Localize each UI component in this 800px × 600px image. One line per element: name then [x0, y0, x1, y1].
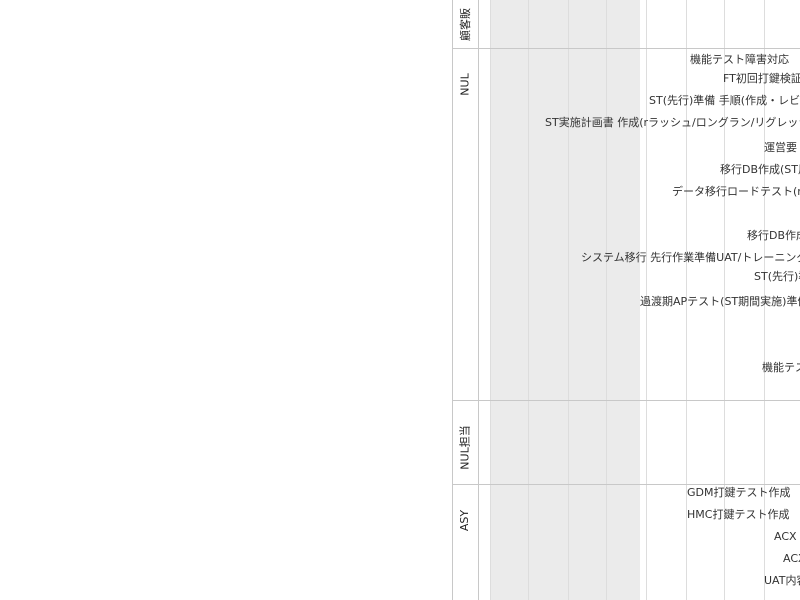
grid-line — [568, 0, 569, 600]
label-column-border-right — [478, 0, 479, 600]
group-label-customer-sales: 顧客販 — [452, 0, 478, 48]
task-label[interactable]: 運営要 — [764, 141, 797, 154]
task-label[interactable]: 機能テス — [762, 361, 800, 374]
task-label[interactable]: HMC打鍵テスト作成 — [687, 508, 790, 521]
task-label[interactable]: GDM打鍵テスト作成 — [687, 486, 791, 499]
group-label-text: ASY — [458, 509, 472, 531]
task-label[interactable]: データ移行ロードテスト(m — [672, 185, 800, 198]
task-label[interactable]: ACX L — [774, 530, 800, 543]
grid-line — [606, 0, 607, 600]
group-label-nul-owner: NUL担当 — [452, 400, 478, 494]
group-label-text: NUL — [458, 72, 472, 96]
grid-line — [724, 0, 725, 600]
task-label[interactable]: 過渡期APテスト(ST期間実施)準備 — [640, 295, 800, 308]
grid-line — [490, 0, 491, 600]
task-label[interactable]: ACX — [783, 552, 800, 565]
task-label[interactable]: FT初回打鍵検証 — [723, 72, 800, 85]
group-label-nul: NUL — [452, 48, 478, 120]
task-label[interactable]: 移行DB作成(ST用 — [720, 163, 800, 176]
grid-line — [528, 0, 529, 600]
group-separator — [452, 400, 800, 401]
shaded-period — [490, 0, 640, 600]
task-label[interactable]: UAT内容 — [764, 574, 800, 587]
task-label[interactable]: ST実施計画書 作成(rラッシュ/ロングラン/リグレッシ — [545, 116, 800, 129]
group-label-asy: ASY — [452, 484, 478, 556]
task-label[interactable]: ST(先行)準備 手順(作成・レビュ — [649, 94, 800, 107]
grid-line — [686, 0, 687, 600]
task-label[interactable]: 機能テスト障害対応 — [690, 53, 789, 66]
group-separator — [452, 484, 800, 485]
task-label[interactable]: システム移行 先行作業準備UAT/トレーニング — [581, 251, 800, 264]
group-separator — [452, 48, 800, 49]
label-column-border-left — [452, 0, 453, 600]
group-label-text: NUL担当 — [458, 424, 472, 470]
task-label[interactable]: ST(先行)準 — [754, 270, 800, 283]
group-label-text: 顧客販 — [458, 7, 472, 41]
grid-line — [646, 0, 647, 600]
task-label[interactable]: 移行DB作成 — [747, 229, 800, 242]
grid-line — [764, 0, 765, 600]
